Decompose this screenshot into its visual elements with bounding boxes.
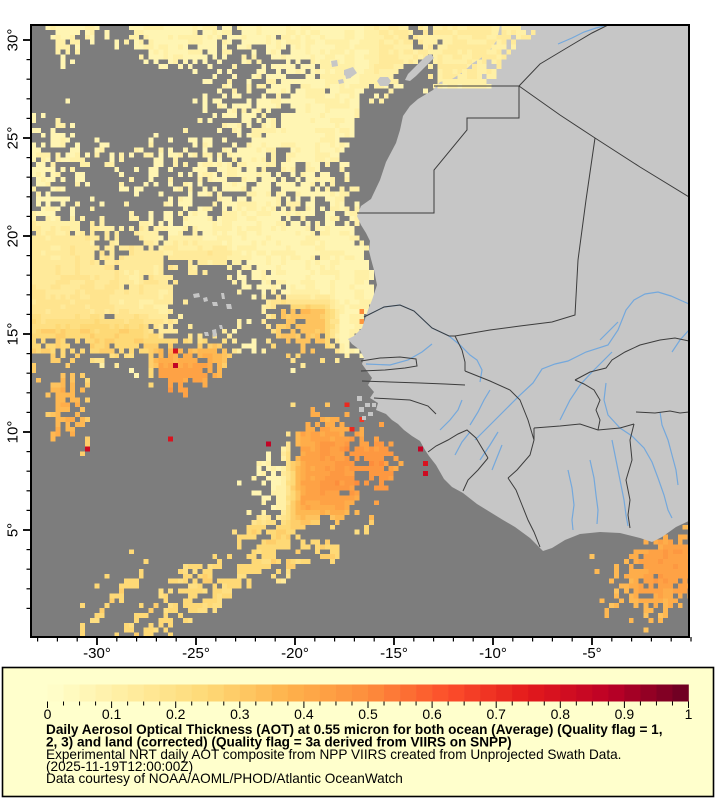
svg-text:20°: 20° bbox=[5, 225, 22, 248]
svg-text:0.9: 0.9 bbox=[615, 706, 635, 722]
svg-text:-15°: -15° bbox=[380, 645, 408, 662]
svg-text:30°: 30° bbox=[5, 29, 22, 52]
svg-text:0.8: 0.8 bbox=[551, 706, 571, 722]
svg-text:-20°: -20° bbox=[281, 645, 309, 662]
svg-text:0.5: 0.5 bbox=[358, 706, 378, 722]
svg-text:0.1: 0.1 bbox=[102, 706, 122, 722]
svg-text:-10°: -10° bbox=[479, 645, 507, 662]
svg-text:-30°: -30° bbox=[83, 645, 111, 662]
svg-text:-5°: -5° bbox=[582, 645, 601, 662]
svg-text:Data courtesy of NOAA/AOML/PHO: Data courtesy of NOAA/AOML/PHOD/Atlantic… bbox=[46, 771, 403, 786]
svg-text:0.3: 0.3 bbox=[230, 706, 250, 722]
svg-text:1: 1 bbox=[685, 706, 693, 722]
svg-text:25°: 25° bbox=[5, 127, 22, 150]
svg-text:Daily Aerosol Optical Thicknes: Daily Aerosol Optical Thickness (AOT) at… bbox=[46, 722, 663, 737]
svg-text:0.2: 0.2 bbox=[166, 706, 186, 722]
svg-text:10°: 10° bbox=[5, 421, 22, 444]
svg-text:15°: 15° bbox=[5, 323, 22, 346]
svg-text:Experimental NRT daily AOT com: Experimental NRT daily AOT composite fro… bbox=[46, 747, 621, 762]
svg-text:(2025-11-19T12:00:00Z): (2025-11-19T12:00:00Z) bbox=[46, 759, 193, 774]
svg-text:0.4: 0.4 bbox=[294, 706, 314, 722]
svg-text:0.6: 0.6 bbox=[422, 706, 442, 722]
svg-text:2, 3) and land (corrected) (Qu: 2, 3) and land (corrected) (Quality flag… bbox=[46, 735, 512, 750]
svg-text:0: 0 bbox=[44, 706, 52, 722]
svg-text:5°: 5° bbox=[5, 523, 22, 537]
svg-text:0.7: 0.7 bbox=[486, 706, 506, 722]
svg-text:-25°: -25° bbox=[182, 645, 210, 662]
